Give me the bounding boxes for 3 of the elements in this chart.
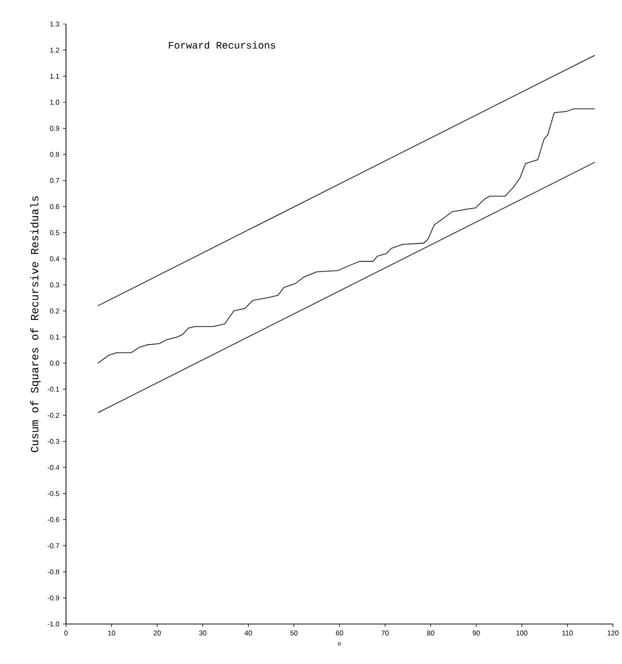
y-axis-title: Cusum of Squares of Recursive Residuals xyxy=(30,196,40,452)
text: Forward Recursions xyxy=(168,41,276,49)
line-series xyxy=(97,108,596,364)
